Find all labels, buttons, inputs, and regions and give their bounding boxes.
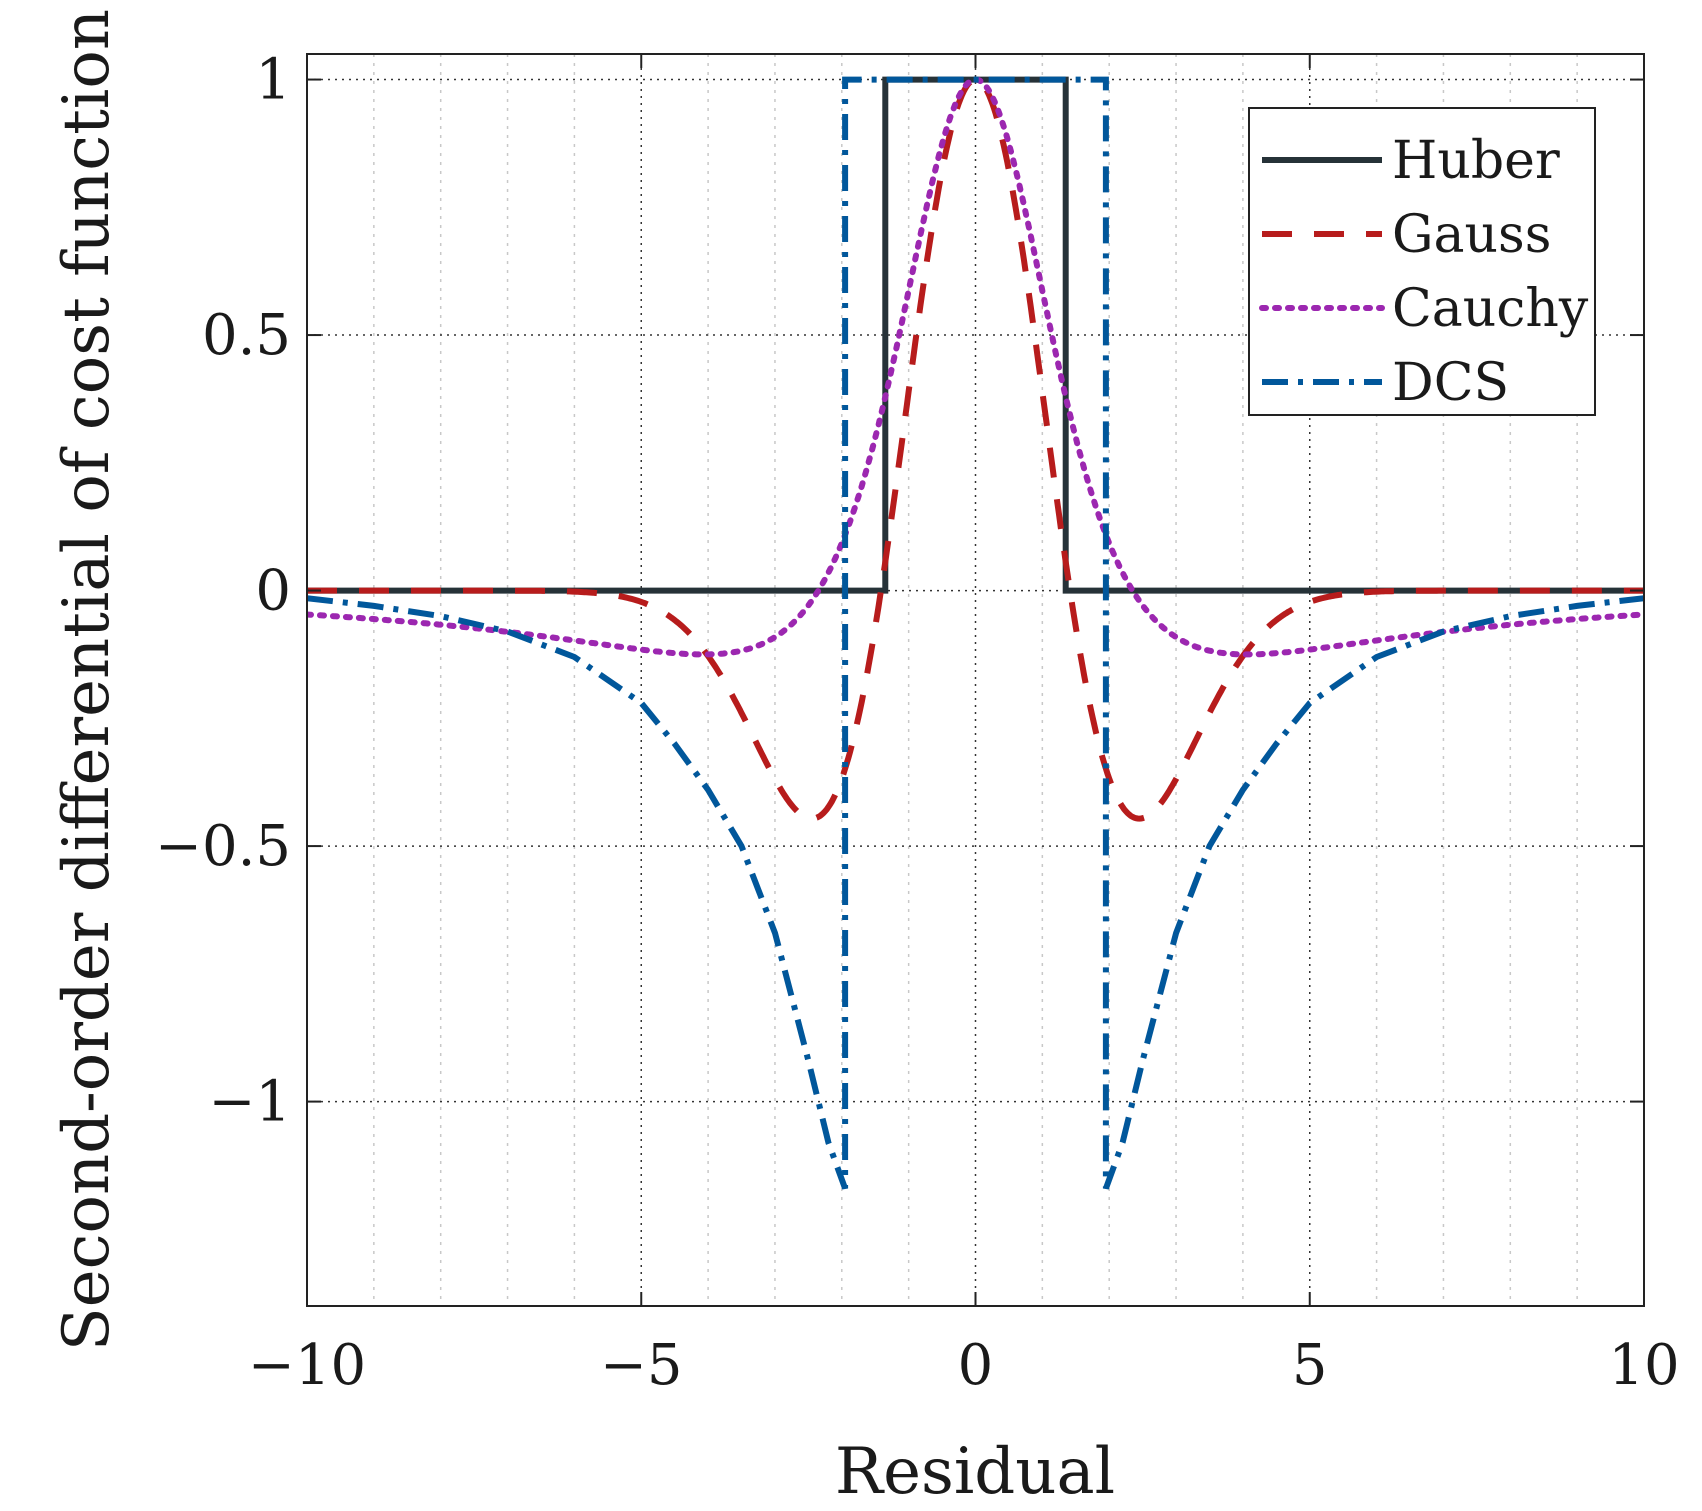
legend-label-dcs: DCS: [1392, 353, 1509, 413]
x-tick-label: −10: [248, 1333, 366, 1398]
legend-label-huber: Huber: [1392, 131, 1560, 191]
y-tick-label: −0.5: [155, 814, 291, 879]
y-tick-label: 0: [255, 559, 291, 624]
x-tick-label: 0: [958, 1333, 994, 1398]
y-tick-label: 1: [255, 48, 291, 113]
minor-grid: [373, 54, 1578, 1306]
series-layer: [307, 76, 1644, 1190]
x-axis: −10 −5 0 5 10: [248, 54, 1680, 1398]
series-line-dcs: [307, 76, 1644, 1190]
series-line-gauss: [307, 76, 1644, 822]
x-tick-label: 10: [1608, 1333, 1679, 1398]
y-tick-label: 0.5: [202, 303, 291, 368]
y-axis-title: Second-order differential of cost functi…: [50, 9, 124, 1351]
x-tick-label: −5: [600, 1333, 683, 1398]
legend-label-gauss: Gauss: [1392, 205, 1551, 265]
y-tick-label: −1: [208, 1070, 291, 1135]
x-axis-title: Residual: [835, 1435, 1115, 1509]
x-tick-label: 5: [1292, 1333, 1328, 1398]
legend: Huber Gauss Cauchy DCS: [1248, 107, 1596, 416]
legend-label-cauchy: Cauchy: [1392, 279, 1589, 339]
y-axis: −1 −0.5 0 0.5 1: [155, 48, 1644, 1135]
